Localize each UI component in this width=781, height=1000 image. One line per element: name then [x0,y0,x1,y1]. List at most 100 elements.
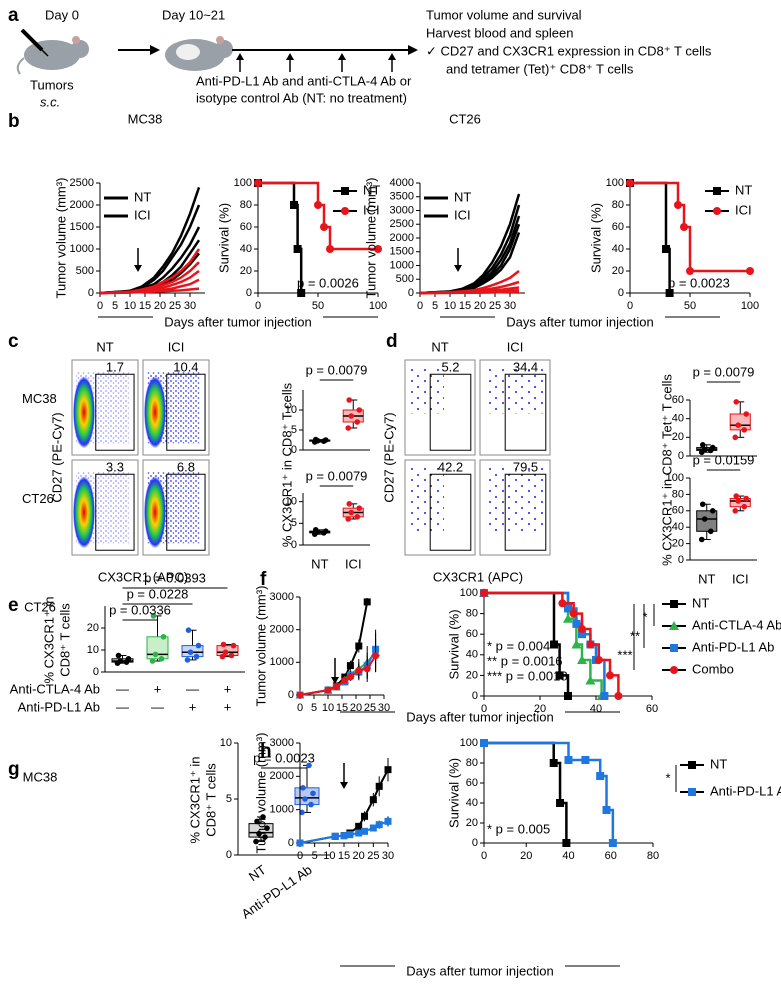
data-point [125,656,132,662]
y-tick-label: 0 [472,690,478,702]
y-tick-label: 100 [234,177,252,189]
panel-label: f [260,569,267,590]
data-point [354,514,361,520]
marker [326,245,334,253]
y-tick-label: 100 [460,737,478,749]
x-tick-label: 0 [627,300,633,312]
y-tick-label: 80 [612,199,624,211]
p-value: p = 0.0079 [693,364,755,379]
x-tick-label: 25 [367,850,379,862]
marker [555,671,564,680]
marker [569,609,578,618]
marker [626,179,634,187]
x-tick-label: 15 [338,850,350,862]
y-tick-label: 1500 [390,246,414,258]
x-tick-label: 15 [336,702,348,714]
legend-label: Anti-PD-L1 Ab [710,783,781,798]
data-point [699,501,706,508]
data-point [310,790,316,797]
x-tick-label: ICI [345,556,362,571]
marker [355,667,363,674]
x-tick-label: 30 [382,850,394,862]
marker [563,613,573,623]
y-tick-label: 20 [612,265,624,277]
treatment-text: isotype control Ab (NT: no treatment) [196,90,407,105]
y-tick-label: 40 [466,797,478,809]
y-tick-label: 0 [408,287,414,299]
y-tick-label: 2000 [390,232,414,244]
x-tick-label: 0 [97,300,103,312]
chart-title: MC38 [128,111,163,126]
y-tick-label: 5 [291,424,297,436]
marker [662,245,670,253]
axis-label: CD27 (PE-Cy7) [381,412,396,502]
gate [166,373,206,451]
x-tick-label: 0 [481,703,487,715]
x-label-bg [153,314,323,332]
y-tick-label: 10 [220,737,232,749]
data-point [117,658,124,664]
marker [688,788,696,796]
y-tick-label: 60 [672,505,684,517]
y-tick-label: 2000 [270,624,294,636]
y-tick-label: 3000 [270,737,294,749]
data-point [222,649,229,655]
data-point [735,422,742,429]
y-tick-label: 0 [226,849,232,861]
marker [577,654,587,664]
y-tick-label: 20 [466,669,478,681]
marker [571,639,582,649]
annotation: ** p = 0.0016 [487,653,563,668]
data-point [709,508,716,514]
legend-label: NT [692,595,709,610]
treatment-sign: — [151,699,164,714]
x-axis-label: Days after tumor injection [506,314,653,329]
y-tick-label: 60 [240,221,252,233]
event-cloud [409,466,444,533]
y-tick-label: 100 [606,177,624,189]
y-tick-label: 2500 [390,218,414,230]
marker [346,662,354,670]
data-point [312,436,319,443]
panel-label: a [8,5,19,26]
marker [369,824,377,832]
marker [355,829,363,837]
x-tick-label: 50 [312,300,324,312]
day-label: Day 10~21 [162,7,225,22]
x-tick-label: 60 [605,850,617,862]
y-tick-label: 40 [672,521,684,533]
x-tick-label: 25 [489,300,501,312]
y-tick-label: 100 [666,472,684,484]
marker [324,686,332,694]
y-tick-label: 0 [472,837,478,849]
data-point [348,509,355,516]
marker [363,665,371,673]
gate-percent: 6.8 [177,459,195,474]
x-tick-label: 30 [504,300,516,312]
x-tick-label: 30 [184,300,196,312]
mouse-growth-line [99,287,200,295]
data-point [698,536,705,543]
marker [355,642,363,650]
legend-label: NT [735,182,752,197]
legend-label: NT [710,756,727,771]
marker [296,839,304,847]
p-value: p = 0.0023 [253,750,315,765]
marker [314,201,322,209]
treatment-sign: + [154,681,162,696]
x-tick-label: 20 [353,850,365,862]
y-tick-label: 0 [678,554,684,566]
x-tick-label: ICI [732,571,749,586]
survival-curve [630,181,750,273]
x-tick-label: 0 [255,300,261,312]
density-core [73,376,95,449]
axis-label: CX3CR1 (APC) [98,569,188,584]
data-point [709,444,716,451]
data-point [260,814,266,820]
p-value: p = 0.0336 [109,602,171,617]
significance-star: * [665,770,670,785]
data-point [346,397,353,403]
data-point [356,407,363,413]
y-axis-label: Survival (%) [446,609,461,679]
y-tick-label: 3000 [390,204,414,216]
